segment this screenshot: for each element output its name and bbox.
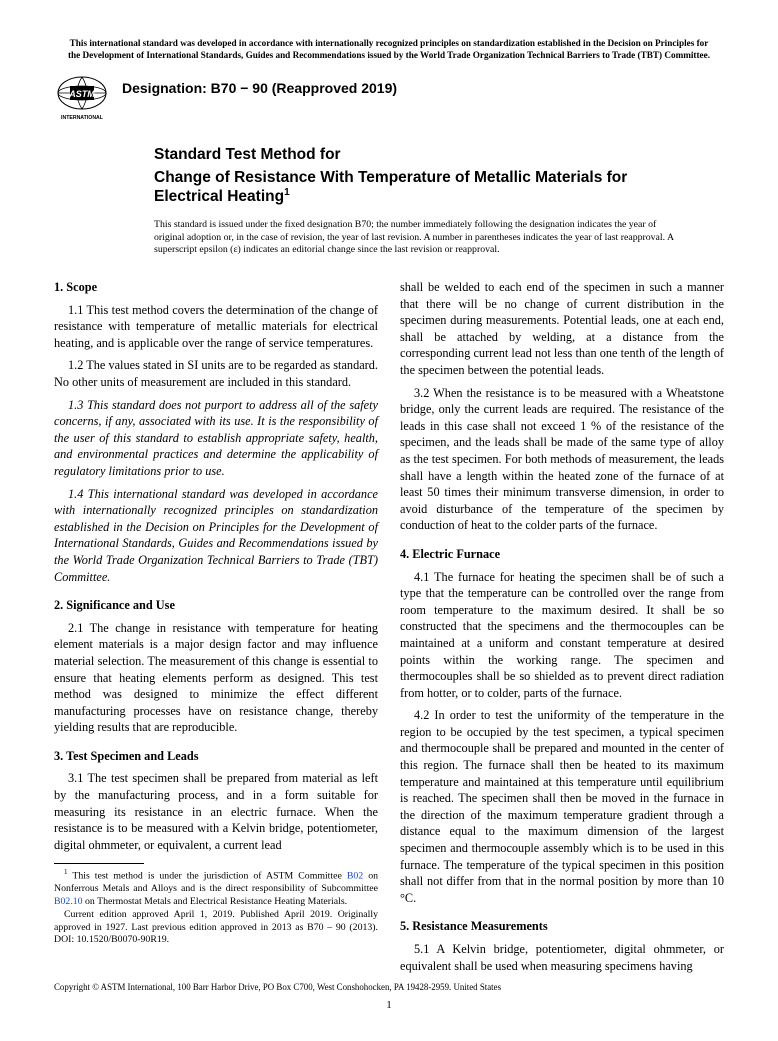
issuance-note: This standard is issued under the fixed … xyxy=(154,219,684,257)
copyright-line: Copyright © ASTM International, 100 Barr… xyxy=(54,981,501,993)
svg-text:ASTM: ASTM xyxy=(68,89,95,99)
top-tbt-notice: This international standard was develope… xyxy=(54,38,724,61)
committee-link-b02[interactable]: B02 xyxy=(347,871,363,882)
section-5-head: 5. Resistance Measurements xyxy=(400,918,724,935)
para-1-3: 1.3 This standard does not purport to ad… xyxy=(54,397,378,480)
para-3-1a: 3.1 The test specimen shall be prepared … xyxy=(54,770,378,853)
section-3-head: 3. Test Specimen and Leads xyxy=(54,748,378,765)
astm-logo: ASTM INTERNATIONAL xyxy=(54,73,110,121)
svg-text:INTERNATIONAL: INTERNATIONAL xyxy=(61,115,104,121)
para-1-2: 1.2 The values stated in SI units are to… xyxy=(54,357,378,390)
title-prefix: Standard Test Method for xyxy=(154,145,684,166)
section-1-head: 1. Scope xyxy=(54,279,378,296)
para-1-1: 1.1 This test method covers the determin… xyxy=(54,302,378,352)
section-4-head: 4. Electric Furnace xyxy=(400,546,724,563)
designation-line: Designation: B70 − 90 (Reapproved 2019) xyxy=(122,73,397,98)
footnote-separator xyxy=(54,863,144,864)
footnote-1: 1 This test method is under the jurisdic… xyxy=(54,868,378,908)
body-columns: 1. Scope 1.1 This test method covers the… xyxy=(54,279,724,974)
para-3-2: 3.2 When the resistance is to be measure… xyxy=(400,385,724,534)
para-2-1: 2.1 The change in resistance with temper… xyxy=(54,620,378,736)
footnote-1b: Current edition approved April 1, 2019. … xyxy=(54,909,378,947)
subcommittee-link-b0210[interactable]: B02.10 xyxy=(54,896,83,907)
header-row: ASTM INTERNATIONAL Designation: B70 − 90… xyxy=(54,73,724,121)
title-block: Standard Test Method for Change of Resis… xyxy=(154,145,684,207)
para-4-2: 4.2 In order to test the uniformity of t… xyxy=(400,707,724,906)
para-1-4: 1.4 This international standard was deve… xyxy=(54,486,378,586)
page-number: 1 xyxy=(0,998,778,1013)
para-4-1: 4.1 The furnace for heating the specimen… xyxy=(400,569,724,702)
title-main: Change of Resistance With Temperature of… xyxy=(154,168,684,207)
para-3-1b: shall be welded to each end of the speci… xyxy=(400,279,724,379)
section-2-head: 2. Significance and Use xyxy=(54,597,378,614)
para-5-1: 5.1 A Kelvin bridge, potentiometer, digi… xyxy=(400,941,724,974)
